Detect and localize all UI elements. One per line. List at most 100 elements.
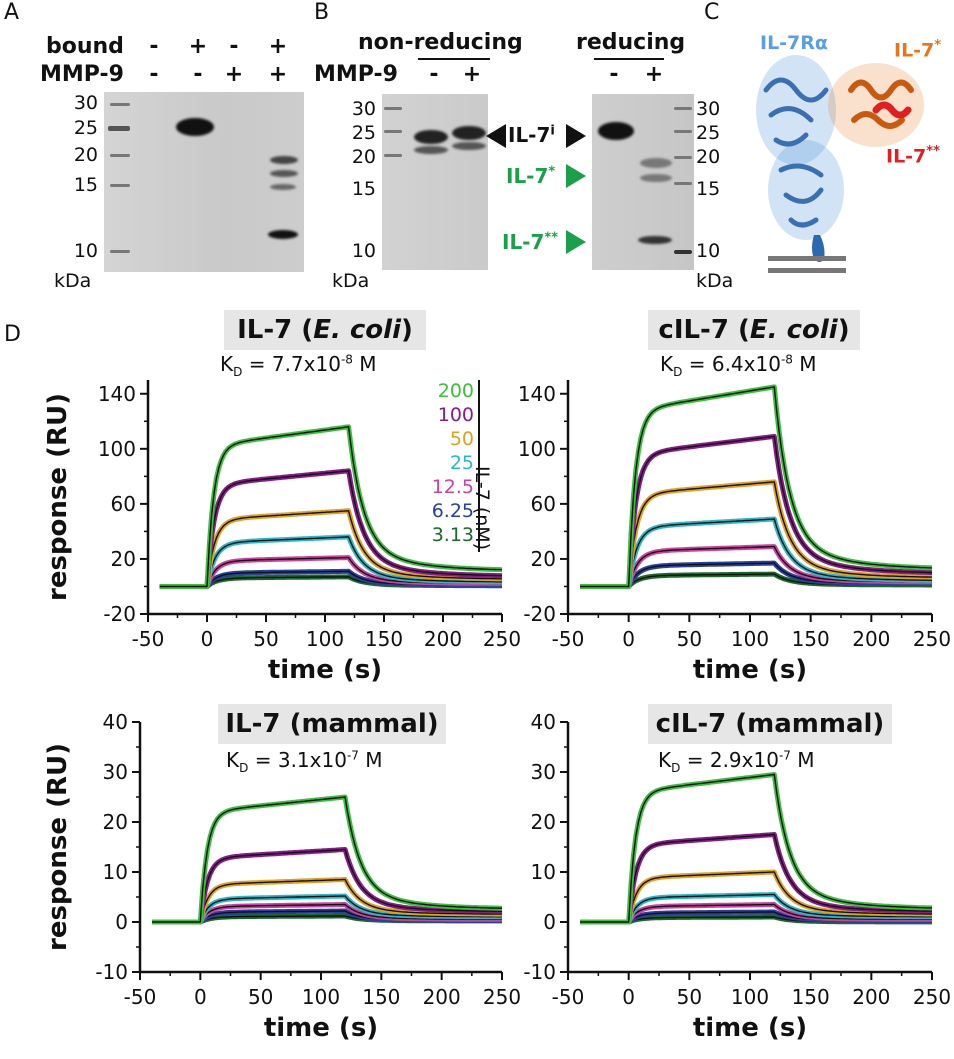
fit-line-100 <box>152 848 502 923</box>
mmp9-mark-1: - <box>429 62 439 87</box>
y-tick-label: 20 <box>103 810 128 834</box>
il7-star-label: IL-7* <box>506 164 556 188</box>
gel-band <box>270 184 296 190</box>
x-axis-label: time (s) <box>693 655 807 685</box>
legend-entry: 12.5 <box>431 476 474 498</box>
x-tick-label: 150 <box>792 627 830 651</box>
fit-line-25 <box>152 895 502 923</box>
fit-line-100 <box>580 435 932 588</box>
x-tick-label: 150 <box>365 627 403 651</box>
gel-band <box>270 156 298 164</box>
x-tick-label: 100 <box>306 627 344 651</box>
gel-band <box>452 142 486 150</box>
x-tick-label: 0 <box>622 627 635 651</box>
panel-label-a: A <box>4 0 20 25</box>
x-tick-label: 250 <box>913 985 951 1009</box>
ladder-band <box>674 182 692 185</box>
mmp9-mark-3: + <box>224 62 244 87</box>
fit-line-100 <box>159 470 503 588</box>
gel-band <box>640 158 672 168</box>
gel-band <box>176 118 214 136</box>
gel-band <box>270 170 298 177</box>
ladder-band <box>110 184 130 187</box>
fit-line-200 <box>159 426 503 588</box>
il7r-alpha-label: IL-7Rα <box>760 32 828 54</box>
fit-line-50 <box>159 510 502 588</box>
ladder-band <box>110 103 130 106</box>
legend-entry: 200 <box>437 380 474 402</box>
mmp9-mark-4: + <box>644 62 664 87</box>
y-tick-label: 60 <box>111 492 136 516</box>
y-tick-label: 30 <box>531 760 556 784</box>
ladder-band <box>110 154 130 157</box>
y-tick-label: 40 <box>103 712 128 734</box>
y-tick-label: 140 <box>98 382 136 406</box>
mw-15: 15 <box>351 178 376 200</box>
mmp9-mark-1: - <box>149 62 159 87</box>
mw-25: 25 <box>351 122 376 144</box>
x-tick-label: 0 <box>622 985 635 1009</box>
bound-label: bound <box>46 34 124 59</box>
panel-label-d: D <box>4 322 21 347</box>
ladder-band <box>108 126 130 131</box>
kda-label-right: kDa <box>696 270 734 292</box>
kd-ecoli-cil7: KD = 6.4x10-8 M <box>660 352 817 379</box>
y-tick-label: 10 <box>531 860 556 884</box>
legend-entry: 25 <box>449 452 474 474</box>
mmp9-mark-2: - <box>193 62 203 87</box>
arrow-green-star <box>566 164 586 188</box>
arrow-green-dstar <box>566 230 586 254</box>
x-axis-label: time (s) <box>693 1013 807 1043</box>
x-tick-label: 250 <box>483 985 520 1009</box>
panel-c: IL-7Rα IL-7* IL-7** <box>736 20 954 290</box>
ladder-band <box>384 107 402 110</box>
x-tick-label: 200 <box>852 627 890 651</box>
mw-10: 10 <box>73 240 98 262</box>
mw-15: 15 <box>73 174 98 196</box>
x-tick-label: -50 <box>132 627 165 651</box>
chart-title-mammal-il7: IL-7 (mammal) <box>218 704 446 744</box>
mmp9-mark-3: - <box>609 62 619 87</box>
mmp9-label: MMP-9 <box>314 62 398 87</box>
chart-title-mammal-cil7: cIL-7 (mammal) <box>648 704 892 744</box>
y-tick-label: -10 <box>523 960 556 984</box>
x-tick-label: 50 <box>677 985 702 1009</box>
x-tick-label: -50 <box>552 985 585 1009</box>
x-tick-label: 0 <box>194 985 207 1009</box>
bound-mark-4: + <box>268 34 288 59</box>
protein-structure <box>756 55 924 273</box>
kd-mammal-cil7: KD = 2.9x10-7 M <box>658 748 815 775</box>
x-tick-label: -50 <box>124 985 157 1009</box>
header-underline <box>418 58 490 60</box>
y-tick-label: 20 <box>111 547 136 571</box>
y-tick-label: 60 <box>531 492 556 516</box>
x-tick-label: -50 <box>552 627 585 651</box>
x-tick-label: 200 <box>852 985 890 1009</box>
x-tick-label: 50 <box>253 627 278 651</box>
ladder-band <box>384 130 402 133</box>
ladder-band <box>674 130 692 133</box>
header-underline <box>594 58 664 60</box>
gel-b-nonreducing <box>382 94 488 270</box>
fit-line-200 <box>580 773 933 923</box>
gel-band <box>452 126 486 140</box>
mw-20-right: 20 <box>696 146 721 168</box>
gel-b-reducing <box>592 94 694 270</box>
y-tick-label: -10 <box>95 960 128 984</box>
mw-25: 25 <box>73 117 98 139</box>
gel-band <box>640 174 672 182</box>
mw-10-right: 10 <box>696 240 721 262</box>
x-tick-label: 100 <box>302 985 340 1009</box>
chart-title-ecoli-il7: IL-7 (E. coli) <box>224 310 426 350</box>
y-tick-label: 20 <box>531 547 556 571</box>
ladder-band <box>674 156 692 159</box>
x-tick-label: 50 <box>677 627 702 651</box>
gel-band <box>268 230 298 239</box>
fit-line-50 <box>580 871 932 923</box>
mw-25-right: 25 <box>696 122 721 144</box>
fit-line-50 <box>152 878 502 923</box>
bound-mark-1: - <box>149 34 159 59</box>
fit-line-12.5 <box>580 903 932 923</box>
mmp9-label: MMP-9 <box>40 62 124 87</box>
x-axis-label: time (s) <box>268 655 382 685</box>
